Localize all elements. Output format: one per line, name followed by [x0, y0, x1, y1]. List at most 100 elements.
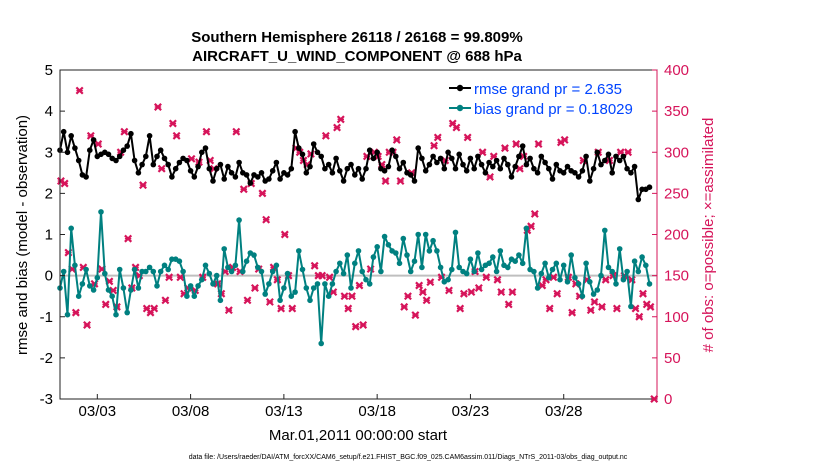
legend-rmse-marker — [456, 84, 464, 92]
bias-point — [176, 258, 183, 265]
legend: rmse grand pr = 2.635 bias grand pr = 0.… — [443, 77, 651, 119]
rmse-point — [396, 165, 403, 172]
rmse-point — [426, 161, 433, 168]
obs-assimilated-point — [508, 288, 517, 297]
bias-point — [124, 309, 130, 316]
bias-point — [587, 279, 593, 285]
rmse-point — [534, 170, 541, 176]
rmse-point — [68, 133, 74, 139]
rmse-point — [258, 170, 265, 176]
rmse-point — [161, 155, 168, 162]
left-tick-label: 5 — [45, 62, 53, 79]
rmse-point — [210, 178, 216, 184]
obs-assimilated-point — [139, 181, 147, 190]
rmse-point — [441, 165, 448, 172]
obs-assimilated-point — [288, 304, 297, 313]
obs-assimilated-point — [422, 296, 431, 305]
obs-assimilated-point — [333, 123, 342, 132]
obs-assimilated-point — [486, 172, 495, 181]
obs-assimilated-point — [568, 308, 577, 317]
rmse-point — [646, 184, 653, 190]
rmse-point — [329, 170, 336, 176]
bias-point — [486, 260, 492, 267]
bias-point — [628, 303, 634, 310]
rmse-point — [523, 161, 530, 168]
bias-point — [135, 285, 142, 291]
obs-assimilated-point — [415, 281, 424, 290]
rmse-point — [366, 147, 373, 153]
obs-assimilated-point — [258, 189, 267, 198]
rmse-point — [430, 153, 436, 160]
legend-bias-marker — [456, 104, 464, 112]
rmse-point — [105, 151, 112, 158]
rmse-point — [583, 153, 589, 160]
bias-point — [75, 293, 82, 300]
bias-point — [560, 262, 567, 269]
rmse-point — [359, 176, 366, 182]
rmse-point — [415, 145, 422, 151]
rmse-point — [497, 165, 504, 172]
bias-point — [512, 258, 518, 265]
rmse-point — [352, 172, 358, 178]
rmse-point — [422, 168, 429, 174]
bias-point — [210, 281, 216, 287]
bias-point — [445, 276, 451, 283]
obs-assimilated-point — [411, 311, 420, 320]
rmse-point — [296, 145, 302, 151]
obs-assimilated-point — [482, 273, 491, 282]
bias-point — [583, 260, 589, 267]
right-tick-label: 400 — [664, 62, 689, 79]
rmse-point — [407, 172, 414, 178]
x-axis: 03/03 03/08 03/13 03/18 03/23 03/28 — [79, 394, 582, 420]
obs-assimilated-point — [418, 288, 427, 297]
bias-point — [579, 293, 586, 300]
left-tick-label: -3 — [40, 391, 53, 408]
obs-assimilated-point — [504, 300, 513, 309]
obs-assimilated-point — [500, 144, 509, 153]
bias-point — [407, 268, 414, 275]
bias-point — [258, 268, 265, 275]
rmse-point — [184, 157, 190, 164]
bias-point — [393, 250, 399, 256]
rmse-point — [243, 172, 250, 178]
bias-point — [307, 297, 313, 304]
rmse-point — [549, 176, 556, 182]
bias-point — [187, 283, 194, 289]
obs-assimilated-point — [224, 306, 233, 315]
rmse-point — [266, 176, 272, 182]
obs-assimilated-point — [232, 127, 241, 136]
obs-assimilated-point — [456, 304, 465, 313]
bias-point — [299, 266, 306, 273]
bias-point — [467, 256, 474, 263]
rmse-point — [199, 149, 205, 156]
bias-point — [94, 274, 101, 281]
bias-point — [348, 285, 354, 291]
legend-rmse-label: rmse grand pr = 2.635 — [474, 81, 622, 98]
rmse-point — [546, 165, 552, 172]
bias-point — [228, 268, 235, 275]
rmse-point — [228, 170, 235, 176]
rmse-point — [605, 151, 612, 158]
rmse-point — [434, 159, 440, 166]
bias-point — [609, 268, 615, 275]
right-tick-label: 100 — [664, 309, 689, 326]
bias-point — [72, 262, 78, 269]
bias-point — [277, 297, 283, 304]
obs-assimilated-point — [553, 289, 562, 298]
rmse-point — [505, 161, 511, 168]
bias-point — [493, 268, 500, 275]
obs-assimilated-point — [250, 283, 259, 292]
rmse-point — [527, 155, 533, 162]
rmse-point — [83, 174, 89, 180]
bias-point — [240, 268, 246, 275]
rmse-point — [344, 165, 351, 172]
bias-point — [333, 268, 339, 275]
right-tick-label: 350 — [664, 103, 689, 120]
bias-point — [64, 311, 71, 318]
obs-assimilated-point — [265, 297, 274, 306]
rmse-point — [471, 165, 478, 172]
obs-assimilated-point — [597, 302, 606, 311]
rmse-point — [449, 155, 455, 162]
bias-point — [284, 270, 291, 277]
